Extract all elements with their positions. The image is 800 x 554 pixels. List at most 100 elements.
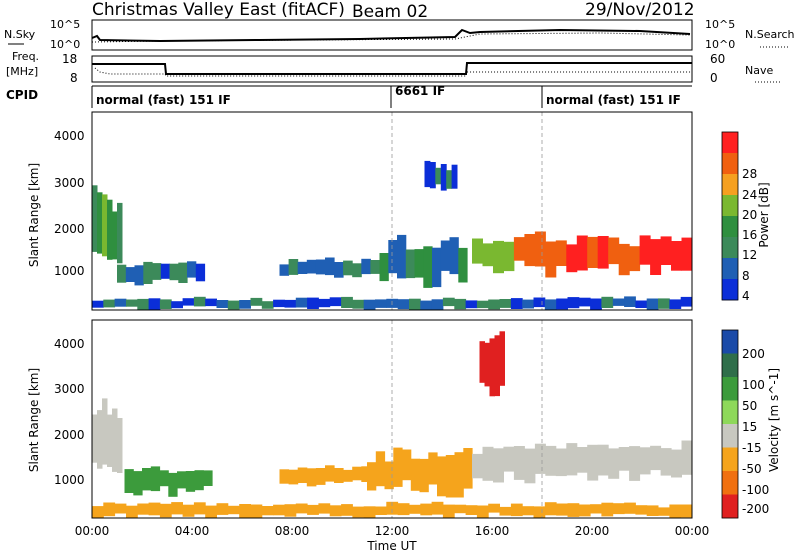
velocity-cell xyxy=(112,408,118,472)
power-cell xyxy=(178,262,188,283)
velocity-cell xyxy=(216,503,229,515)
velocity-cell xyxy=(503,446,515,472)
velocity-cell xyxy=(306,468,317,487)
velocity-cell xyxy=(239,504,251,518)
velocity-cell xyxy=(510,503,523,517)
xtick-3: 12:00 xyxy=(375,524,410,538)
noise-left-tick-low: 10^0 xyxy=(50,38,80,51)
velocity-cell xyxy=(261,506,274,516)
power-cell xyxy=(522,299,534,309)
velocity-colorbar-swatch xyxy=(722,377,738,401)
power-cell xyxy=(534,231,546,267)
power-cell xyxy=(671,241,682,271)
velocity-cell xyxy=(329,505,342,517)
power-cell xyxy=(566,244,578,273)
velocity-cell xyxy=(522,506,534,516)
power-cell xyxy=(499,299,512,308)
noise-right-tick-high: 10^5 xyxy=(705,18,735,31)
power-cell xyxy=(431,299,444,310)
power-cell xyxy=(635,300,648,308)
cpid-seg-3: normal (fast) 151 IF xyxy=(546,93,681,107)
velocity-cell xyxy=(288,469,299,485)
power-ytick-3000: 3000 xyxy=(54,176,85,190)
power-ytick-2000: 2000 xyxy=(54,222,85,236)
velocity-cell xyxy=(545,445,557,476)
velocity-cell xyxy=(397,503,410,516)
velocity-cell xyxy=(341,504,353,516)
velocity-cell xyxy=(590,504,602,514)
power-cell xyxy=(279,264,290,276)
velocity-cell xyxy=(680,504,693,518)
power-colorbar-swatch xyxy=(722,258,738,280)
freq-tick-high: 18 xyxy=(62,52,77,66)
power-cell xyxy=(297,261,308,274)
velocity-cell xyxy=(681,440,693,475)
velocity-cell xyxy=(463,448,473,489)
velocity-cell xyxy=(420,503,433,516)
power-cell xyxy=(352,299,365,309)
power-cell xyxy=(363,299,376,310)
date-title: 29/Nov/2012 xyxy=(585,0,695,20)
vel-cb-tick-15: 15 xyxy=(742,420,757,434)
velocity-cell xyxy=(142,468,152,491)
velocity-colorbar-swatch xyxy=(722,353,738,378)
velocity-cell xyxy=(393,447,403,487)
velocity-cell xyxy=(499,331,505,386)
velocity-cell xyxy=(168,472,178,497)
power-cell xyxy=(556,298,568,310)
velocity-cell xyxy=(671,449,682,478)
power-cell xyxy=(114,298,127,307)
power-cell xyxy=(578,297,591,307)
velocity-cell xyxy=(114,503,127,514)
velocity-cell xyxy=(107,414,113,467)
power-cell xyxy=(482,243,494,267)
velocity-cell xyxy=(629,446,641,481)
power-cell xyxy=(650,239,662,275)
velocity-cell xyxy=(92,414,98,463)
velocity-cell xyxy=(185,471,196,492)
nsky-line xyxy=(91,28,691,43)
power-cell xyxy=(334,262,344,278)
velocity-cell xyxy=(361,466,371,482)
velocity-cell xyxy=(227,505,240,515)
power-cell xyxy=(134,265,144,286)
velocity-frame xyxy=(91,319,693,519)
nave-line xyxy=(94,67,692,77)
velocity-cell xyxy=(669,504,682,518)
velocity-cell xyxy=(137,503,150,515)
power-cell xyxy=(97,192,103,254)
xtick-0: 00:00 xyxy=(75,524,110,538)
velocity-cell xyxy=(479,341,485,383)
power-colorbar-label: Power [dB] xyxy=(757,182,771,247)
power-cell xyxy=(493,240,504,274)
power-cb-tick-4: 4 xyxy=(742,289,750,303)
velocity-cell xyxy=(431,501,444,515)
velocity-cell xyxy=(315,468,326,485)
velocity-cell xyxy=(476,505,489,518)
velocity-cell xyxy=(295,503,308,514)
power-cell xyxy=(379,253,389,282)
power-cell xyxy=(182,298,195,306)
power-colorbar-frame xyxy=(721,131,739,301)
noise-right-tick-low: 10^0 xyxy=(705,38,735,51)
velocity-cell xyxy=(597,444,609,476)
velocity-cell xyxy=(442,504,455,518)
vel-cb-tick-neg100: -100 xyxy=(742,483,769,497)
power-cell xyxy=(442,297,455,307)
cpid-panel: CPID normal (fast) 151 IF 6661 IF normal… xyxy=(6,84,692,108)
nsearch-line xyxy=(91,32,691,43)
power-cb-tick-20: 20 xyxy=(742,208,757,222)
velocity-cell xyxy=(409,504,421,514)
power-cell xyxy=(510,298,523,309)
x-axis: 00:00 04:00 08:00 12:00 16:00 20:00 00:0… xyxy=(75,524,710,553)
velocity-cell xyxy=(454,452,464,498)
velocity-cell xyxy=(284,504,297,517)
power-cell xyxy=(440,240,451,271)
power-cell xyxy=(273,299,285,308)
velocity-colorbar-swatch xyxy=(722,494,738,519)
power-cell xyxy=(440,164,447,191)
freq-unit-label: [MHz] xyxy=(6,65,38,78)
velocity-ytick-2000: 2000 xyxy=(54,428,85,442)
xaxis-label: Time UT xyxy=(366,539,417,553)
